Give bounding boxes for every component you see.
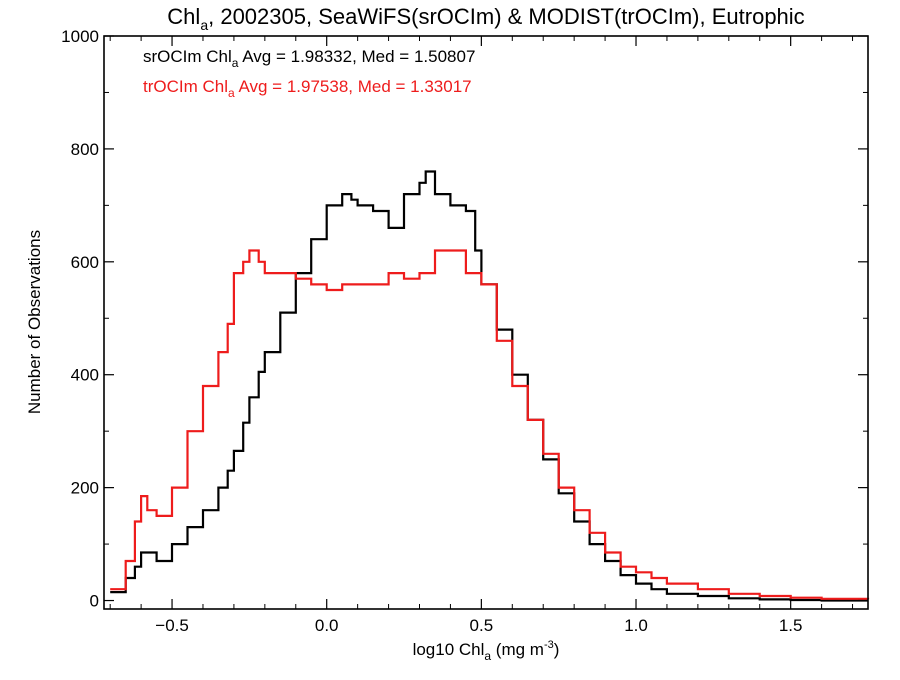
x-axis-label: log10 Chla (mg m-3) bbox=[413, 639, 560, 663]
y-tick-label: 800 bbox=[71, 140, 99, 159]
legend: srOCIm Chla Avg = 1.98332, Med = 1.50807… bbox=[143, 47, 475, 100]
x-tick-label: 1.5 bbox=[779, 616, 803, 635]
legend-entry-trocim: trOCIm Chla Avg = 1.97538, Med = 1.33017 bbox=[143, 77, 472, 100]
y-tick-label: 600 bbox=[71, 253, 99, 272]
y-tick-label: 1000 bbox=[61, 27, 99, 46]
x-tick-label: 0.0 bbox=[315, 616, 339, 635]
y-axis-label: Number of Observations bbox=[25, 230, 44, 414]
x-tick-label: −0.5 bbox=[155, 616, 189, 635]
series-line-1 bbox=[110, 249, 870, 600]
legend-entry-srocim: srOCIm Chla Avg = 1.98332, Med = 1.50807 bbox=[143, 47, 475, 70]
axis-ticks: −0.5 0.0 0.5 1.0 1.5 0 200 400 600 800 1000 bbox=[61, 27, 868, 635]
chart-title: Chla, 2002305, SeaWiFS(srOCIm) & MODIST(… bbox=[167, 4, 804, 33]
y-tick-label: 0 bbox=[90, 592, 99, 611]
x-tick-label: 0.5 bbox=[470, 616, 494, 635]
plot-frame bbox=[103, 35, 869, 610]
x-tick-label: 1.0 bbox=[624, 616, 648, 635]
series-line-0 bbox=[110, 170, 868, 602]
plot-lines bbox=[110, 170, 870, 602]
y-tick-label: 400 bbox=[71, 366, 99, 385]
y-tick-label: 200 bbox=[71, 479, 99, 498]
